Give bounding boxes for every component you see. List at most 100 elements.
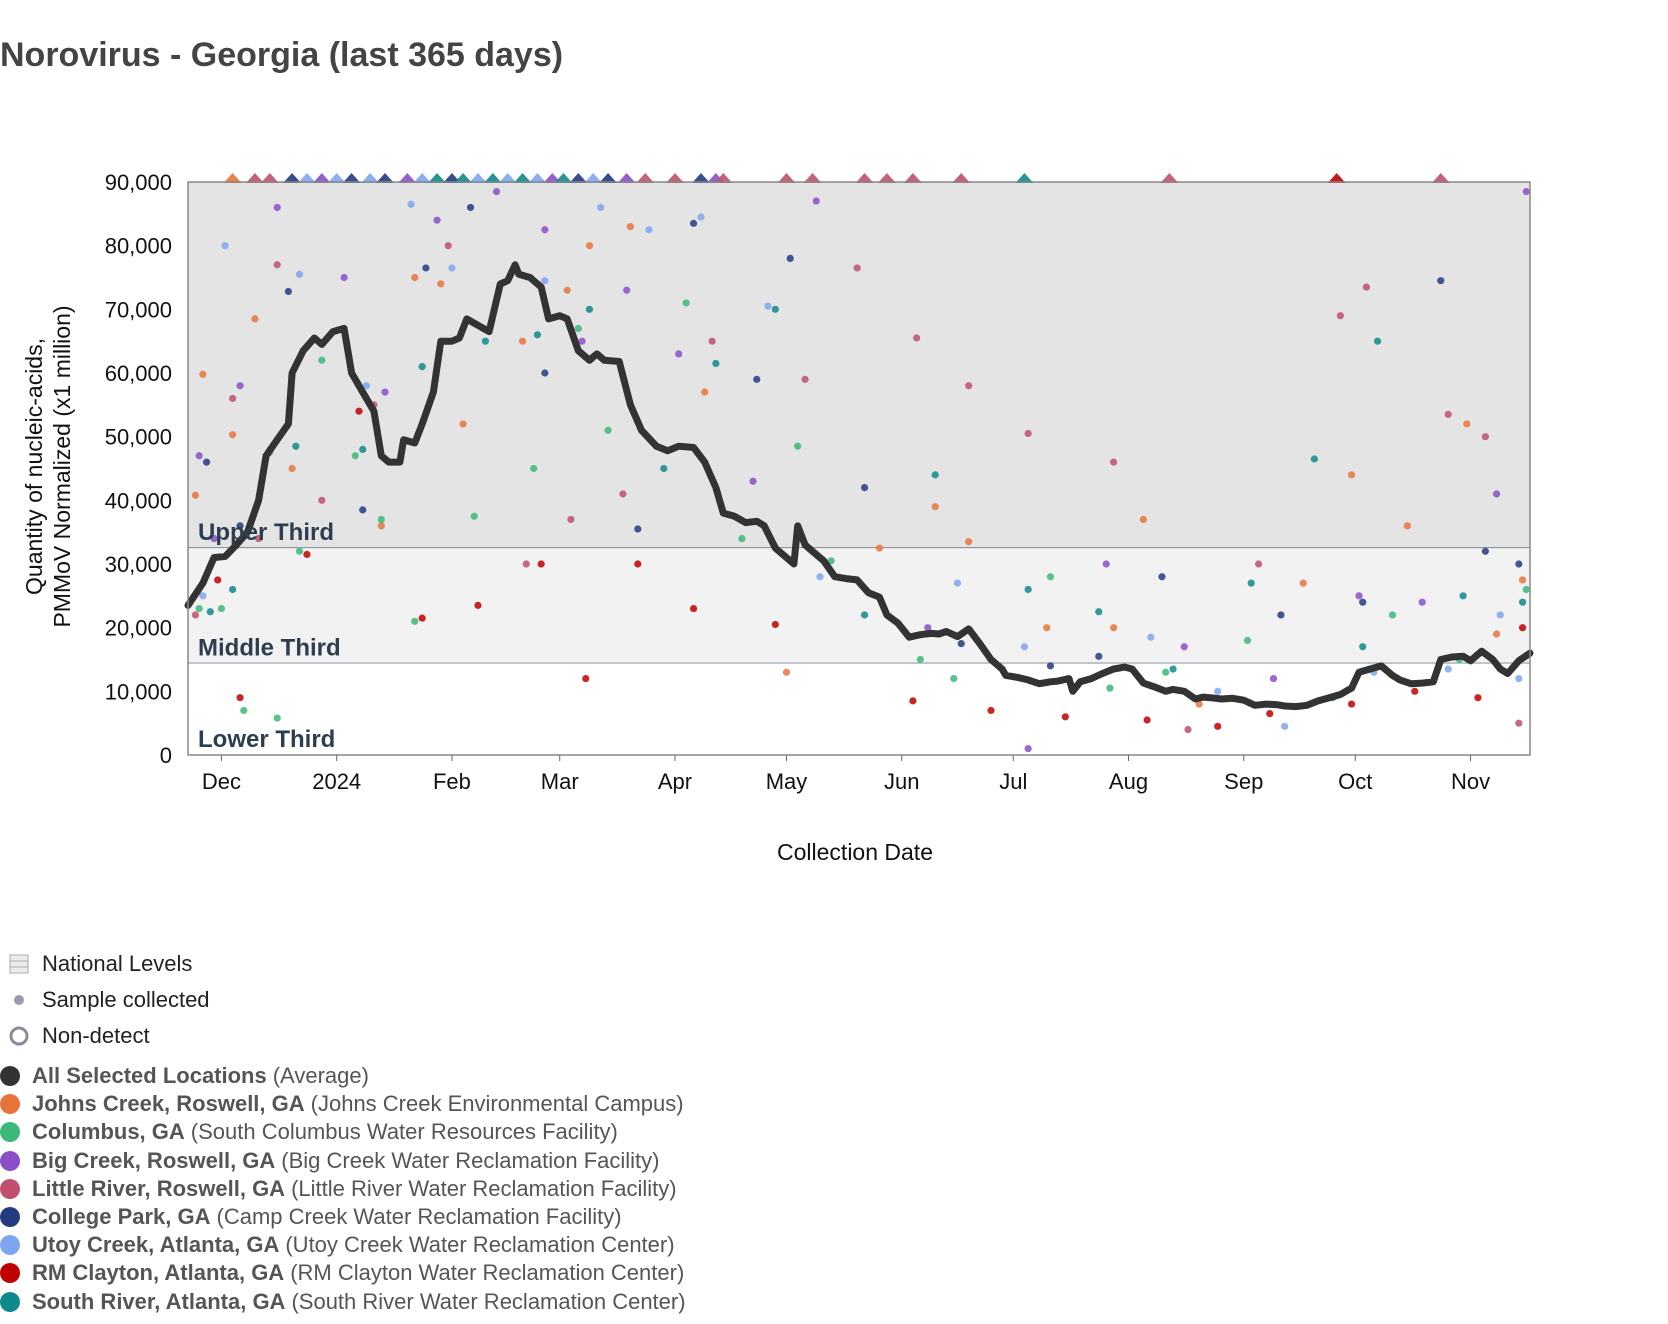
sample-point[interactable] [1347, 700, 1356, 708]
sample-point[interactable] [645, 226, 653, 234]
sample-point[interactable] [634, 560, 642, 568]
sample-point[interactable] [422, 264, 430, 272]
sample-point[interactable] [1139, 515, 1147, 524]
sample-point[interactable] [675, 350, 683, 358]
sample-point[interactable] [470, 512, 478, 520]
above-range-marker[interactable] [692, 173, 711, 183]
sample-point[interactable] [295, 270, 304, 278]
sample-point[interactable] [362, 382, 371, 390]
sample-point[interactable] [875, 544, 884, 552]
sample-point[interactable] [1310, 455, 1318, 463]
above-range-marker[interactable] [554, 173, 573, 183]
sample-point[interactable] [689, 604, 698, 613]
sample-point[interactable] [351, 452, 359, 460]
sample-point[interactable] [860, 484, 869, 492]
sample-point[interactable] [1061, 713, 1069, 721]
sample-point[interactable] [1046, 662, 1055, 670]
sample-point[interactable] [682, 299, 690, 307]
sample-point[interactable] [913, 334, 921, 342]
sample-point[interactable] [931, 503, 939, 511]
sample-point[interactable] [295, 547, 304, 555]
sample-point[interactable] [407, 200, 415, 208]
sample-point[interactable] [191, 611, 200, 619]
sample-point[interactable] [827, 557, 835, 565]
sample-point[interactable] [340, 273, 348, 282]
above-range-marker[interactable] [398, 173, 417, 183]
sample-point[interactable] [1095, 652, 1103, 660]
sample-point[interactable] [794, 442, 802, 450]
above-range-marker[interactable] [454, 173, 473, 183]
location-legend-item[interactable]: Little River, Roswell, GA (Little River W… [0, 1175, 686, 1203]
above-range-marker[interactable] [1431, 173, 1450, 183]
sample-point[interactable] [712, 359, 720, 368]
sample-point[interactable] [240, 706, 248, 715]
sample-point[interactable] [1347, 471, 1356, 479]
location-legend-item[interactable]: Utoy Creek, Atlanta, GA (Utoy Creek Water… [0, 1231, 686, 1259]
sample-point[interactable] [1437, 277, 1445, 285]
sample-point[interactable] [1444, 665, 1452, 673]
sample-point[interactable] [1373, 337, 1382, 345]
above-range-marker[interactable] [513, 173, 532, 183]
sample-point[interactable] [359, 445, 367, 453]
sample-point[interactable] [1102, 560, 1110, 568]
above-range-marker[interactable] [376, 173, 395, 183]
sample-point[interactable] [251, 315, 259, 323]
above-range-marker[interactable] [777, 173, 796, 183]
sample-point[interactable] [697, 213, 705, 221]
sample-point[interactable] [1046, 573, 1055, 581]
sample-point[interactable] [634, 525, 642, 533]
above-range-marker[interactable] [855, 173, 874, 183]
sample-point[interactable] [466, 203, 475, 212]
sample-point[interactable] [292, 442, 300, 450]
sample-point[interactable] [318, 496, 326, 504]
sample-point[interactable] [1481, 433, 1489, 441]
above-range-marker[interactable] [327, 173, 346, 183]
sample-point[interactable] [585, 242, 594, 250]
sample-point[interactable] [418, 614, 426, 622]
sample-point[interactable] [1362, 283, 1371, 291]
average-line[interactable] [184, 261, 1534, 711]
above-range-marker[interactable] [223, 173, 242, 183]
location-legend-item[interactable]: Big Creek, Roswell, GA (Big Creek Water R… [0, 1147, 686, 1175]
sample-point[interactable] [816, 573, 824, 581]
sample-point[interactable] [1515, 675, 1523, 683]
sample-point[interactable] [1522, 585, 1530, 594]
sample-point[interactable] [1266, 710, 1274, 718]
sample-point[interactable] [1518, 624, 1527, 632]
above-range-marker[interactable] [413, 173, 432, 183]
location-legend-item[interactable]: Johns Creek, Roswell, GA (Johns Creek Env… [0, 1090, 686, 1118]
legend-key-sample-collected[interactable]: Sample collected [6, 982, 210, 1018]
sample-point[interactable] [537, 560, 545, 568]
sample-point[interactable] [853, 264, 861, 272]
sample-point[interactable] [236, 694, 244, 702]
above-range-marker[interactable] [468, 173, 487, 183]
sample-point[interactable] [1143, 716, 1151, 724]
above-range-marker[interactable] [428, 173, 447, 183]
sample-point[interactable] [206, 608, 214, 616]
sample-point[interactable] [459, 420, 467, 428]
sample-point[interactable] [541, 226, 549, 234]
above-range-marker[interactable] [528, 173, 547, 183]
sample-point[interactable] [771, 620, 779, 629]
sample-point[interactable] [701, 388, 709, 396]
sample-point[interactable] [1492, 630, 1501, 638]
sample-point[interactable] [1095, 608, 1103, 616]
sample-point[interactable] [210, 534, 218, 543]
sample-point[interactable] [764, 302, 772, 310]
sample-point[interactable] [1024, 745, 1032, 753]
sample-point[interactable] [229, 585, 237, 594]
sample-point[interactable] [217, 604, 226, 613]
sample-point[interactable] [1418, 598, 1426, 606]
sample-point[interactable] [273, 203, 281, 212]
sample-point[interactable] [1359, 643, 1367, 651]
sample-point[interactable] [377, 515, 385, 524]
sample-point[interactable] [916, 655, 924, 664]
sample-point[interactable] [284, 287, 292, 296]
sample-point[interactable] [1184, 725, 1192, 734]
sample-point[interactable] [1444, 410, 1452, 418]
sample-point[interactable] [1214, 687, 1222, 695]
sample-point[interactable] [533, 331, 542, 339]
above-range-marker[interactable] [361, 173, 380, 183]
sample-point[interactable] [444, 242, 452, 250]
location-legend-item[interactable]: RM Clayton, Atlanta, GA (RM Clayton Water… [0, 1259, 686, 1287]
